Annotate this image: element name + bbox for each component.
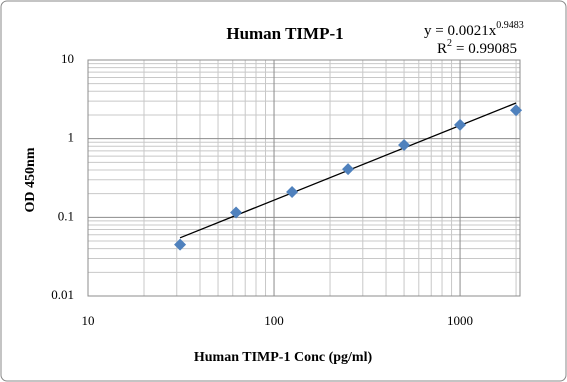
data-point bbox=[342, 163, 355, 176]
data-point bbox=[174, 238, 187, 251]
chart-title: Human TIMP-1 bbox=[226, 24, 343, 43]
data-point bbox=[286, 185, 299, 198]
trend-equation: y = 0.0021x0.9483 bbox=[424, 20, 524, 39]
y-tick-label: 10 bbox=[61, 51, 74, 66]
data-point bbox=[230, 206, 243, 219]
data-point bbox=[510, 104, 523, 117]
x-axis-label: Human TIMP-1 Conc (pg/ml) bbox=[194, 350, 373, 365]
y-axis-label: OD 450nm bbox=[23, 147, 38, 212]
y-tick-label: 0.01 bbox=[51, 287, 74, 302]
y-tick-label: 0.1 bbox=[58, 208, 74, 223]
x-tick-label: 100 bbox=[264, 313, 284, 328]
x-tick-label: 1000 bbox=[447, 313, 473, 328]
r-squared-label: R bbox=[437, 41, 447, 57]
data-point bbox=[454, 118, 467, 131]
x-tick-label: 10 bbox=[82, 313, 95, 328]
r-squared: R2 = 0.99085 bbox=[437, 38, 517, 57]
data-point bbox=[398, 139, 411, 152]
y-tick-label: 1 bbox=[68, 130, 75, 145]
equation-exponent: 0.9483 bbox=[496, 20, 524, 31]
r-squared-value: = 0.99085 bbox=[456, 41, 517, 57]
equation-text: y = 0.0021x bbox=[424, 23, 497, 39]
plot-border bbox=[87, 59, 521, 297]
r-squared-power: 2 bbox=[447, 38, 452, 49]
